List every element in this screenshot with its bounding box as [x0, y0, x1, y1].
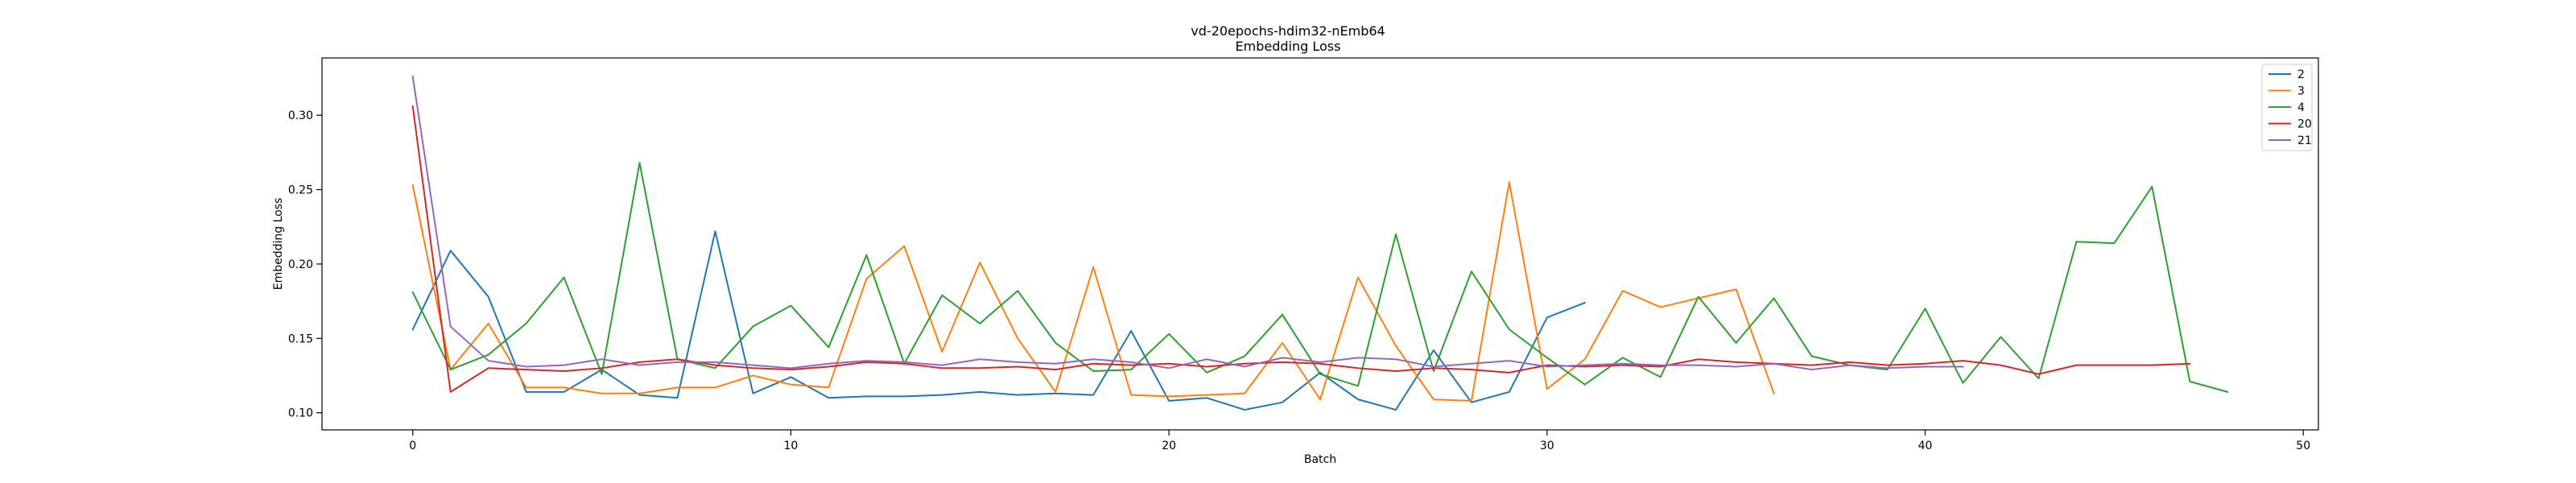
series-line-2	[411, 230, 1587, 411]
y-axis-label: Embedding Loss	[272, 198, 285, 291]
chart-subtitle: Embedding Loss	[1236, 39, 1341, 54]
y-axis-ticks: 0.10 0.15 0.20 0.25 0.30	[288, 109, 322, 420]
series-layer	[411, 75, 2229, 411]
x-axis-label: Batch	[1304, 453, 1336, 466]
legend-label-21: 21	[2297, 134, 2312, 147]
series-line-21	[411, 75, 1964, 371]
x-tick-label: 10	[784, 440, 799, 452]
series-line-3	[411, 181, 1775, 402]
y-tick-label: 0.20	[288, 258, 313, 271]
y-tick-label: 0.25	[288, 184, 313, 197]
x-tick-label: 40	[1918, 440, 1933, 452]
legend-entries: 2 3 4 20 21	[2268, 68, 2312, 147]
legend-label-2: 2	[2297, 68, 2305, 81]
plot-area: 0 10 20 30 40 50 0.10 0.15 0.20 0.25 0.30	[288, 57, 2319, 452]
x-axis-ticks: 0 10 20 30 40 50	[409, 430, 2310, 452]
x-tick-label: 30	[1540, 440, 1554, 452]
y-tick-label: 0.15	[288, 332, 313, 345]
x-tick-label: 0	[409, 440, 416, 452]
plot-frame	[321, 57, 2319, 431]
legend-label-20: 20	[2297, 118, 2312, 131]
legend-label-3: 3	[2297, 85, 2305, 98]
y-tick-label: 0.30	[288, 109, 313, 122]
series-line-20	[411, 105, 2191, 393]
x-tick-label: 20	[1162, 440, 1176, 452]
legend-label-4: 4	[2297, 101, 2305, 114]
series-line-4	[411, 162, 2229, 394]
chart-title: vd-20epochs-hdim32-nEmb64	[1191, 23, 1385, 39]
legend: 2 3 4 20 21	[2261, 64, 2313, 151]
x-tick-label: 50	[2296, 440, 2310, 452]
y-tick-label: 0.10	[288, 407, 313, 420]
